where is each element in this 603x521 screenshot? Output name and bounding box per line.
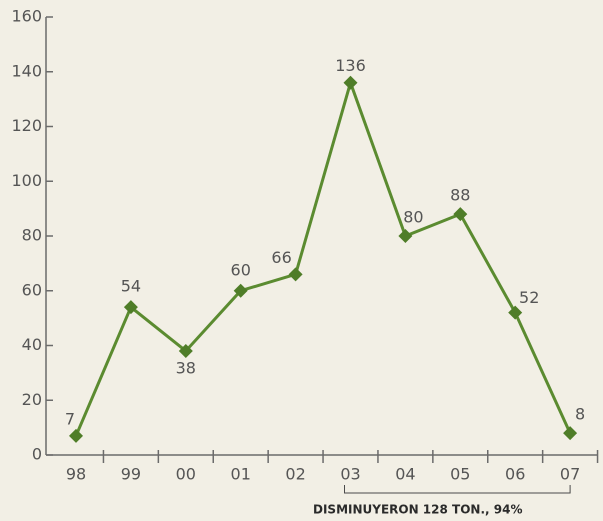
data-label: 38: [176, 358, 196, 377]
marker: [398, 229, 413, 243]
marker: [178, 343, 193, 358]
y-tick-label: 160: [11, 7, 42, 26]
x-tick-label: 01: [231, 465, 251, 484]
data-label: 52: [519, 288, 539, 307]
x-tick-label: 00: [176, 465, 196, 484]
marker: [508, 305, 523, 320]
x-tick-label: 02: [285, 465, 305, 484]
x-tick-label: 04: [395, 465, 415, 484]
x-tick-label: 98: [66, 465, 86, 484]
x-tick-label: 99: [121, 465, 141, 484]
y-tick-label: 140: [11, 61, 42, 80]
x-tick-label: 07: [560, 465, 580, 484]
y-tick-label: 60: [22, 280, 42, 299]
data-label: 54: [121, 277, 141, 296]
line: [74, 77, 572, 437]
marker: [288, 267, 303, 282]
x-tick-label: 03: [340, 465, 360, 484]
marker: [69, 428, 83, 443]
data-label: 80: [403, 208, 423, 227]
data-label: 7: [65, 409, 75, 428]
bracket: [344, 485, 571, 494]
y-tick-label: 0: [32, 445, 42, 464]
y-tick-label: 40: [22, 335, 42, 354]
y-tick-label: 80: [22, 226, 42, 245]
data-label: 88: [450, 186, 470, 205]
x-tick-label: 05: [450, 465, 470, 484]
x-tick-label: 06: [505, 465, 525, 484]
data-label: 8: [575, 405, 585, 424]
y-tick-label: 20: [22, 390, 42, 409]
y-tick-label: 120: [11, 116, 42, 135]
annotation: DISMINUYERON 128 TON., 94%: [313, 503, 522, 517]
data-label: 136: [335, 56, 366, 75]
y-tick-label: 100: [11, 171, 42, 190]
marker: [453, 207, 468, 222]
data-label: 66: [271, 248, 291, 267]
marker: [233, 283, 248, 298]
marker: [563, 426, 578, 441]
marker: [343, 75, 358, 90]
data-label: 60: [231, 260, 251, 279]
marker: [123, 300, 138, 315]
